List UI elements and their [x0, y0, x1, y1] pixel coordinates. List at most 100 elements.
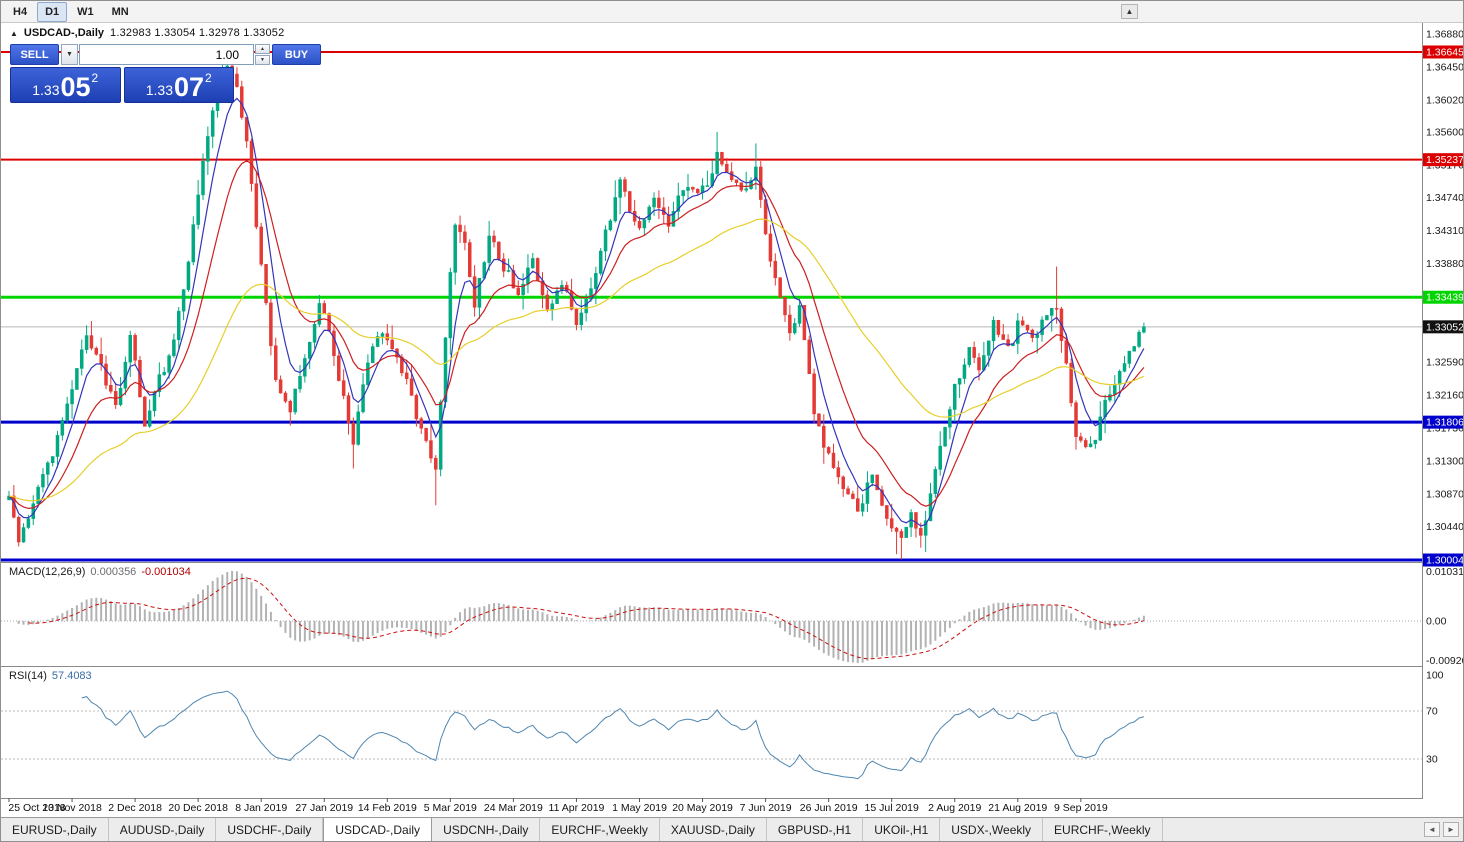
svg-text:1.32590: 1.32590	[1426, 357, 1463, 369]
svg-text:2 Dec 2018: 2 Dec 2018	[108, 802, 162, 814]
svg-text:0.00: 0.00	[1426, 616, 1447, 628]
symbol-tabs: EURUSD-,Daily AUDUSD-,Daily USDCHF-,Daily U…	[1, 818, 1163, 841]
tab-eurusd-daily[interactable]: EURUSD-,Daily	[1, 818, 109, 841]
svg-text:24 Mar 2019: 24 Mar 2019	[484, 802, 543, 814]
svg-text:1.36450: 1.36450	[1426, 61, 1463, 73]
price-chart-canvas[interactable]: 1.368801.364501.360201.356001.351701.347…	[1, 23, 1463, 817]
svg-text:1.31300: 1.31300	[1426, 455, 1463, 467]
buy-price-display[interactable]: 1.33 07 2	[123, 67, 234, 103]
svg-text:1.35237: 1.35237	[1426, 154, 1463, 166]
tab-usdx-weekly[interactable]: USDX-,Weekly	[940, 818, 1044, 841]
sell-price-pips: 05	[60, 72, 91, 103]
macd-panel	[1, 571, 1422, 663]
tab-usdcnh-daily[interactable]: USDCNH-,Daily	[432, 818, 541, 841]
macd-indicator-label: MACD(12,26,9) 0.000356 -0.001034	[9, 566, 191, 578]
svg-text:1.35600: 1.35600	[1426, 126, 1463, 138]
svg-text:1.33880: 1.33880	[1426, 258, 1463, 270]
rsi-name: RSI(14)	[9, 670, 47, 682]
svg-text:13 Nov 2018: 13 Nov 2018	[42, 802, 102, 814]
volume-control: ▼ ▲ ▼	[61, 44, 270, 65]
tab-scroll-right-button[interactable]: ►	[1443, 822, 1459, 837]
macd-signal-line	[28, 577, 1145, 660]
svg-text:1.33052: 1.33052	[1426, 321, 1463, 333]
chevron-down-icon: ▼	[66, 51, 73, 58]
rsi-panel	[1, 690, 1422, 780]
svg-text:100: 100	[1426, 670, 1444, 682]
buy-button[interactable]: BUY	[272, 44, 321, 65]
macd-signal-value: -0.001034	[141, 566, 191, 578]
moving-averages-layer	[8, 97, 1145, 527]
chart-window: 1.368801.364501.360201.356001.351701.347…	[1, 23, 1463, 817]
svg-text:26 Jun 2019: 26 Jun 2019	[800, 802, 858, 814]
svg-text:1.32160: 1.32160	[1426, 390, 1463, 402]
buy-price-fraction: 2	[205, 71, 212, 85]
sell-button[interactable]: SELL	[10, 44, 59, 65]
svg-text:1.30870: 1.30870	[1426, 488, 1463, 500]
buy-price-pips: 07	[174, 72, 205, 103]
tab-usdchf-daily[interactable]: USDCHF-,Daily	[216, 818, 324, 841]
svg-text:1.31806: 1.31806	[1426, 417, 1463, 429]
one-click-trade-panel: SELL ▼ ▲ ▼ BUY 1.33052	[10, 44, 321, 103]
svg-text:27 Jan 2019: 27 Jan 2019	[295, 802, 353, 814]
svg-text:11 Apr 2019: 11 Apr 2019	[549, 802, 605, 814]
svg-text:25 Oct 2018: 25 Oct 2018	[8, 802, 65, 814]
svg-text:1.30440: 1.30440	[1426, 521, 1463, 533]
svg-text:15 Jul 2019: 15 Jul 2019	[865, 802, 919, 814]
svg-text:20 May 2019: 20 May 2019	[672, 802, 733, 814]
tab-ukoil-h1[interactable]: UKOil-,H1	[863, 818, 941, 841]
timeframe-button-w1[interactable]: W1	[77, 5, 94, 18]
svg-text:1.36020: 1.36020	[1426, 94, 1463, 106]
one-click-trading-toggle-icon[interactable]: ▲	[10, 28, 18, 38]
svg-text:1 May 2019: 1 May 2019	[612, 802, 667, 814]
medium-ma-red	[8, 160, 1145, 510]
sell-price-fraction: 2	[91, 71, 99, 85]
timeframe-button-d1[interactable]: D1	[37, 1, 68, 22]
tab-eurchf-weekly[interactable]: EURCHF-,Weekly	[540, 818, 660, 841]
svg-text:0.010311: 0.010311	[1426, 566, 1463, 578]
svg-text:5 Mar 2019: 5 Mar 2019	[424, 802, 477, 814]
tab-audusd-daily[interactable]: AUDUSD-,Daily	[108, 818, 217, 841]
macd-main-value: 0.000356	[90, 566, 137, 578]
svg-text:8 Jan 2019: 8 Jan 2019	[235, 802, 287, 814]
tab-eurchf-weekly[interactable]: EURCHF-,Weekly	[1043, 818, 1163, 841]
macd-name: MACD(12,26,9)	[9, 566, 86, 578]
tab-usdcad-daily[interactable]: USDCAD-,Daily	[323, 818, 433, 841]
slow-ma-yellow	[8, 218, 1145, 502]
timeframe-button-mn[interactable]: MN	[111, 5, 129, 18]
tab-scroll-left-button[interactable]: ◄	[1424, 822, 1440, 837]
svg-text:21 Aug 2019: 21 Aug 2019	[988, 802, 1047, 814]
svg-text:14 Feb 2019: 14 Feb 2019	[358, 802, 417, 814]
svg-text:70: 70	[1426, 706, 1438, 718]
rsi-value: 57.4083	[51, 670, 92, 682]
chart-ohlc-values: 1.32983 1.33054 1.32978 1.33052	[110, 27, 285, 39]
volume-input[interactable]	[79, 44, 254, 65]
tab-xauusd-daily[interactable]: XAUUSD-,Daily	[659, 818, 767, 841]
buy-price-base: 1.33	[145, 82, 173, 98]
timeframe-button-h4[interactable]: H4	[13, 5, 28, 18]
tab-scroll-controls: ◄ ►	[1424, 822, 1459, 837]
stepper-down-icon[interactable]: ▼	[255, 55, 270, 65]
chart-title: ▲ USDCAD-,Daily 1.32983 1.33054 1.32978 …	[10, 27, 284, 39]
triangle-up-icon: ▲	[1125, 7, 1134, 16]
sell-price-base: 1.33	[32, 82, 60, 98]
svg-text:1.30004: 1.30004	[1426, 555, 1463, 567]
stepper-up-icon[interactable]: ▲	[255, 44, 270, 54]
svg-text:-0.009203: -0.009203	[1426, 655, 1463, 667]
svg-text:1.36880: 1.36880	[1426, 29, 1463, 41]
timeframe-buttons: H4 D1 W1 MN	[4, 1, 138, 22]
toolbar-overflow-button[interactable]: ▲	[1121, 4, 1138, 19]
volume-dropdown-button[interactable]: ▼	[61, 44, 78, 65]
svg-text:20 Dec 2018: 20 Dec 2018	[168, 802, 228, 814]
chart-tab-bar: EURUSD-,Daily AUDUSD-,Daily USDCHF-,Daily U…	[1, 817, 1463, 841]
svg-text:7 Jun 2019: 7 Jun 2019	[740, 802, 792, 814]
svg-text:1.33439: 1.33439	[1426, 292, 1463, 304]
svg-text:1.34310: 1.34310	[1426, 225, 1463, 237]
svg-text:30: 30	[1426, 754, 1438, 766]
tab-gbpusd-h1[interactable]: GBPUSD-,H1	[766, 818, 864, 841]
macd-histogram	[17, 571, 1145, 663]
timeframe-toolbar: H4 D1 W1 MN ▲	[1, 1, 1463, 23]
sell-price-display[interactable]: 1.33 05 2	[10, 67, 121, 103]
volume-stepper: ▲ ▼	[255, 44, 270, 65]
